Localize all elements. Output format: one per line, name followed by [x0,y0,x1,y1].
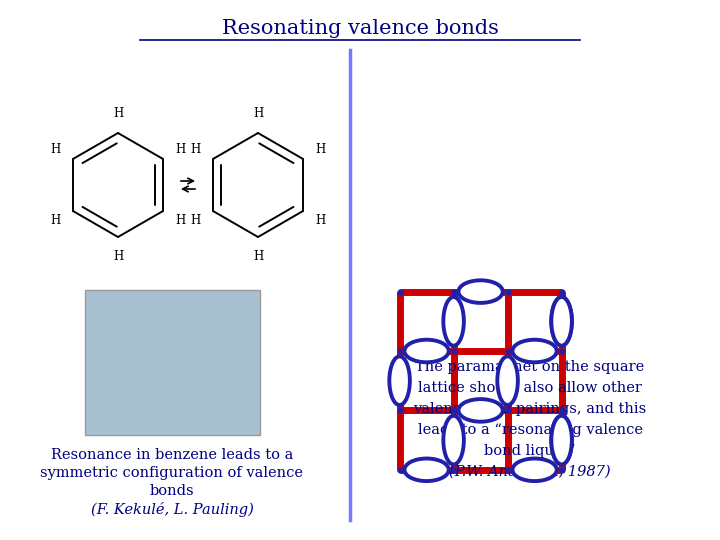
Text: symmetric configuration of valence: symmetric configuration of valence [40,466,304,480]
Ellipse shape [444,297,464,346]
Bar [85,290,260,435]
Text: (P.W. Anderson, 1987): (P.W. Anderson, 1987) [449,465,611,479]
Ellipse shape [552,297,572,346]
Text: H: H [175,214,185,227]
Text: H: H [191,143,201,156]
Text: H: H [50,143,61,156]
Text: H: H [113,250,123,264]
Ellipse shape [405,458,449,481]
Text: Resonance in benzene leads to a: Resonance in benzene leads to a [51,448,293,462]
Text: valence bond pairings, and this: valence bond pairings, and this [413,402,647,416]
Text: H: H [191,214,201,227]
Text: Resonating valence bonds: Resonating valence bonds [222,18,498,37]
Text: H: H [253,107,263,120]
Text: bonds: bonds [150,484,194,498]
Ellipse shape [498,356,518,405]
Text: H: H [113,107,123,120]
Ellipse shape [444,416,464,464]
Text: H: H [175,143,185,156]
Text: The paramagnet on the square: The paramagnet on the square [415,360,644,374]
Text: H: H [50,214,61,227]
Ellipse shape [552,416,572,464]
Ellipse shape [552,297,572,346]
Text: H: H [315,214,325,227]
Text: H: H [253,250,263,264]
Ellipse shape [513,340,557,362]
Ellipse shape [390,356,410,405]
Ellipse shape [459,280,503,303]
Text: (F. Kekulé, L. Pauling): (F. Kekulé, L. Pauling) [91,502,253,517]
Ellipse shape [459,399,503,422]
Text: leads to a “resonating valence: leads to a “resonating valence [418,423,642,437]
Text: H: H [315,143,325,156]
Ellipse shape [405,340,449,362]
Text: lattice should also allow other: lattice should also allow other [418,381,642,395]
Text: bond liquid”: bond liquid” [485,444,576,458]
Ellipse shape [513,458,557,481]
Ellipse shape [552,416,572,464]
